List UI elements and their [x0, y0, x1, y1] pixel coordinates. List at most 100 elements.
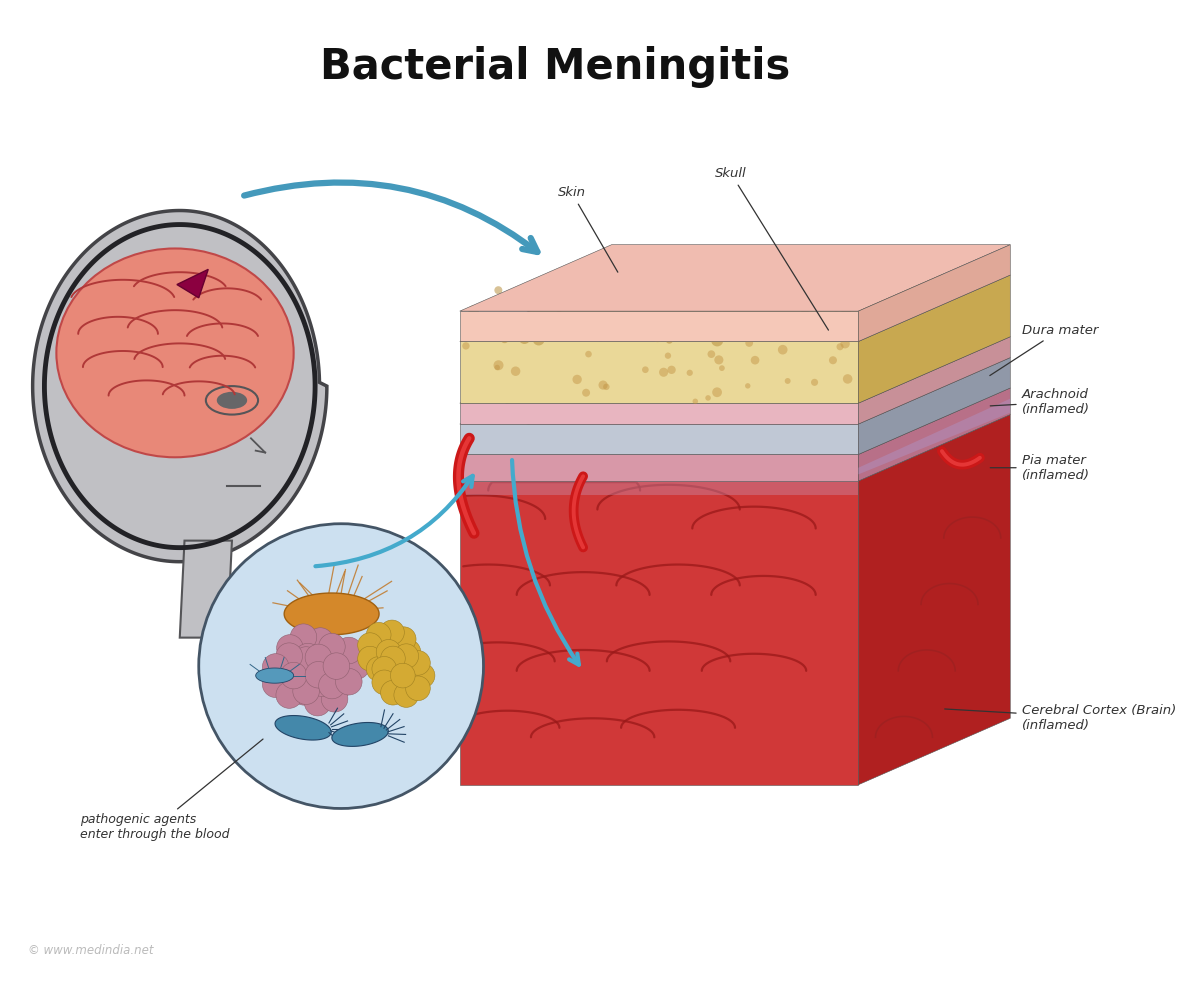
- Circle shape: [366, 622, 391, 647]
- Text: pathogenic agents
enter through the blood: pathogenic agents enter through the bloo…: [80, 739, 263, 841]
- Circle shape: [842, 374, 852, 384]
- Circle shape: [652, 330, 664, 342]
- Circle shape: [785, 378, 791, 384]
- Circle shape: [550, 320, 558, 327]
- Circle shape: [686, 370, 692, 376]
- Polygon shape: [460, 358, 1010, 424]
- Circle shape: [654, 295, 664, 305]
- Circle shape: [290, 679, 318, 705]
- Circle shape: [380, 646, 406, 671]
- Text: Dura mater: Dura mater: [990, 324, 1098, 376]
- Polygon shape: [460, 311, 858, 341]
- Circle shape: [295, 643, 322, 670]
- Circle shape: [745, 383, 750, 389]
- Polygon shape: [460, 245, 1010, 311]
- Circle shape: [708, 350, 715, 358]
- Polygon shape: [460, 415, 1010, 481]
- Circle shape: [830, 300, 842, 312]
- Circle shape: [798, 320, 805, 327]
- Text: Pia mater
(inflamed): Pia mater (inflamed): [990, 454, 1090, 482]
- Circle shape: [742, 286, 751, 296]
- Circle shape: [800, 309, 809, 318]
- Circle shape: [462, 342, 469, 350]
- Circle shape: [380, 680, 406, 705]
- Polygon shape: [858, 245, 1010, 341]
- Circle shape: [522, 284, 530, 292]
- Circle shape: [666, 336, 673, 344]
- Circle shape: [706, 395, 710, 401]
- Text: Bacterial Meningitis: Bacterial Meningitis: [319, 46, 790, 88]
- Circle shape: [660, 303, 668, 311]
- Circle shape: [500, 335, 509, 343]
- Circle shape: [724, 318, 731, 325]
- Circle shape: [647, 301, 654, 309]
- Circle shape: [290, 661, 318, 688]
- Polygon shape: [460, 388, 1010, 454]
- Circle shape: [593, 319, 602, 329]
- Circle shape: [468, 305, 479, 316]
- Circle shape: [494, 365, 500, 370]
- Circle shape: [840, 339, 850, 348]
- Circle shape: [497, 314, 505, 322]
- Circle shape: [515, 300, 522, 307]
- Circle shape: [659, 368, 668, 377]
- Circle shape: [542, 282, 550, 290]
- Circle shape: [372, 670, 396, 695]
- Circle shape: [720, 285, 727, 292]
- Circle shape: [590, 328, 601, 339]
- Circle shape: [305, 644, 331, 671]
- Circle shape: [263, 654, 289, 680]
- Circle shape: [665, 353, 671, 359]
- Polygon shape: [180, 541, 232, 638]
- Circle shape: [840, 302, 852, 314]
- Circle shape: [556, 294, 564, 302]
- Circle shape: [564, 290, 575, 301]
- Circle shape: [322, 654, 348, 681]
- Circle shape: [548, 281, 559, 293]
- Circle shape: [620, 299, 632, 311]
- Circle shape: [654, 281, 665, 292]
- Circle shape: [406, 651, 431, 675]
- Circle shape: [396, 640, 421, 664]
- Circle shape: [307, 628, 334, 654]
- Circle shape: [673, 321, 682, 329]
- Polygon shape: [460, 424, 858, 454]
- Circle shape: [714, 355, 724, 364]
- Circle shape: [336, 637, 362, 664]
- Circle shape: [358, 633, 383, 657]
- Circle shape: [604, 384, 610, 390]
- Circle shape: [692, 399, 698, 404]
- Circle shape: [305, 661, 331, 688]
- Circle shape: [406, 676, 431, 701]
- Circle shape: [511, 366, 521, 376]
- Circle shape: [533, 334, 545, 345]
- Circle shape: [276, 643, 302, 669]
- Polygon shape: [460, 403, 858, 424]
- Circle shape: [745, 339, 754, 347]
- Polygon shape: [858, 415, 1010, 785]
- Circle shape: [554, 302, 564, 312]
- Circle shape: [329, 670, 355, 696]
- Circle shape: [781, 313, 792, 324]
- Circle shape: [394, 644, 419, 668]
- Circle shape: [343, 653, 370, 679]
- Ellipse shape: [56, 248, 294, 457]
- Circle shape: [754, 327, 762, 335]
- Circle shape: [307, 659, 334, 685]
- Circle shape: [599, 313, 607, 321]
- Circle shape: [811, 379, 818, 386]
- Circle shape: [390, 663, 415, 688]
- Circle shape: [305, 689, 331, 716]
- Circle shape: [572, 375, 582, 384]
- Polygon shape: [460, 275, 1010, 341]
- Circle shape: [582, 389, 590, 397]
- Circle shape: [809, 318, 817, 327]
- Circle shape: [494, 286, 503, 294]
- Circle shape: [276, 682, 302, 708]
- Circle shape: [683, 315, 695, 327]
- Circle shape: [778, 345, 787, 355]
- Circle shape: [607, 290, 617, 299]
- Circle shape: [678, 326, 690, 338]
- Circle shape: [566, 298, 575, 307]
- Circle shape: [584, 295, 595, 305]
